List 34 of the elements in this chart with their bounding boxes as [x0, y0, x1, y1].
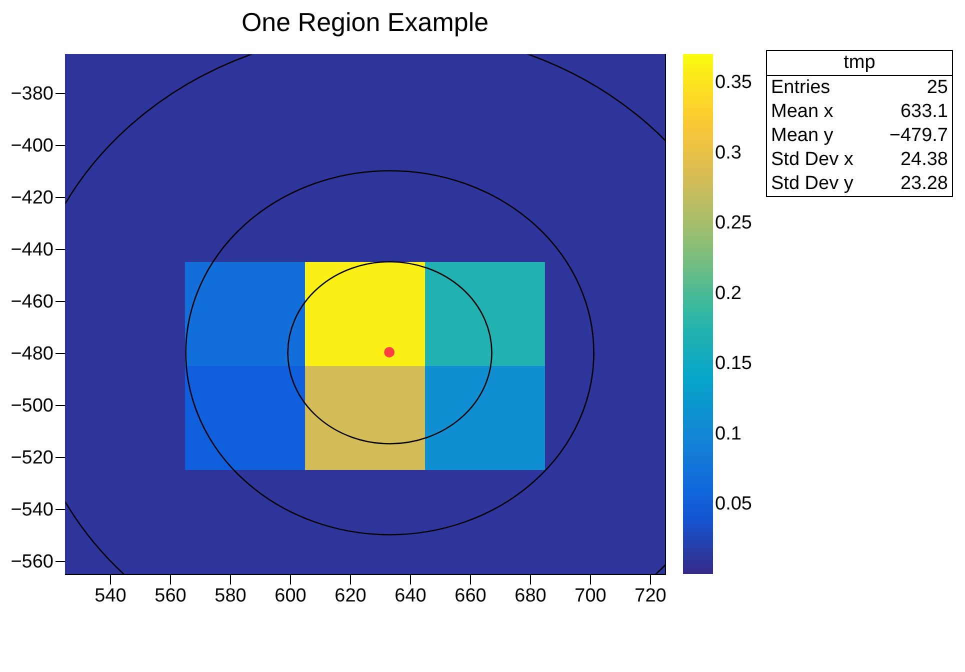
chart-title: One Region Example [241, 7, 489, 37]
color-bar-label: 0.2 [715, 282, 742, 304]
y-tick-label: −480 [10, 344, 54, 364]
y-tick-label: −540 [10, 500, 54, 520]
color-bar-label: 0.1 [715, 423, 742, 444]
y-tick-label: −380 [10, 84, 54, 104]
y-tick-label: −560 [10, 552, 54, 572]
x-tick-label: 660 [454, 586, 486, 606]
y-tick-label: −420 [10, 188, 54, 208]
y-tick-label: −520 [10, 448, 54, 468]
x-tick-label: 620 [334, 586, 366, 606]
color-bar-label: 0.3 [715, 142, 742, 164]
x-tick-label: 680 [514, 586, 546, 606]
text: Mean y −479.7 [771, 125, 948, 146]
y-tick-label: −440 [10, 240, 54, 260]
color-bar-label: 0.35 [715, 72, 752, 94]
text: Entries 25 [771, 77, 948, 98]
x-tick-label: 560 [154, 586, 186, 606]
y-tick-label: −500 [10, 396, 54, 416]
text: Std Dev y 23.28 [771, 173, 948, 194]
color-bar-label: 0.15 [715, 353, 752, 374]
x-tick-label: 700 [574, 586, 606, 606]
text: Mean x 633.1 [771, 101, 948, 122]
text: Std Dev x 24.38 [771, 149, 948, 170]
y-tick-label: −460 [10, 292, 54, 312]
x-tick-label: 640 [394, 586, 426, 606]
y-tick-label: −400 [10, 136, 54, 156]
color-bar-label: 0.05 [715, 494, 752, 515]
text: tmp [767, 51, 952, 76]
x-tick-label: 600 [274, 586, 306, 606]
color-bar-label: 0.25 [715, 212, 752, 234]
x-tick-label: 580 [214, 586, 246, 606]
x-tick-label: 540 [94, 586, 126, 606]
x-tick-label: 720 [634, 586, 666, 606]
